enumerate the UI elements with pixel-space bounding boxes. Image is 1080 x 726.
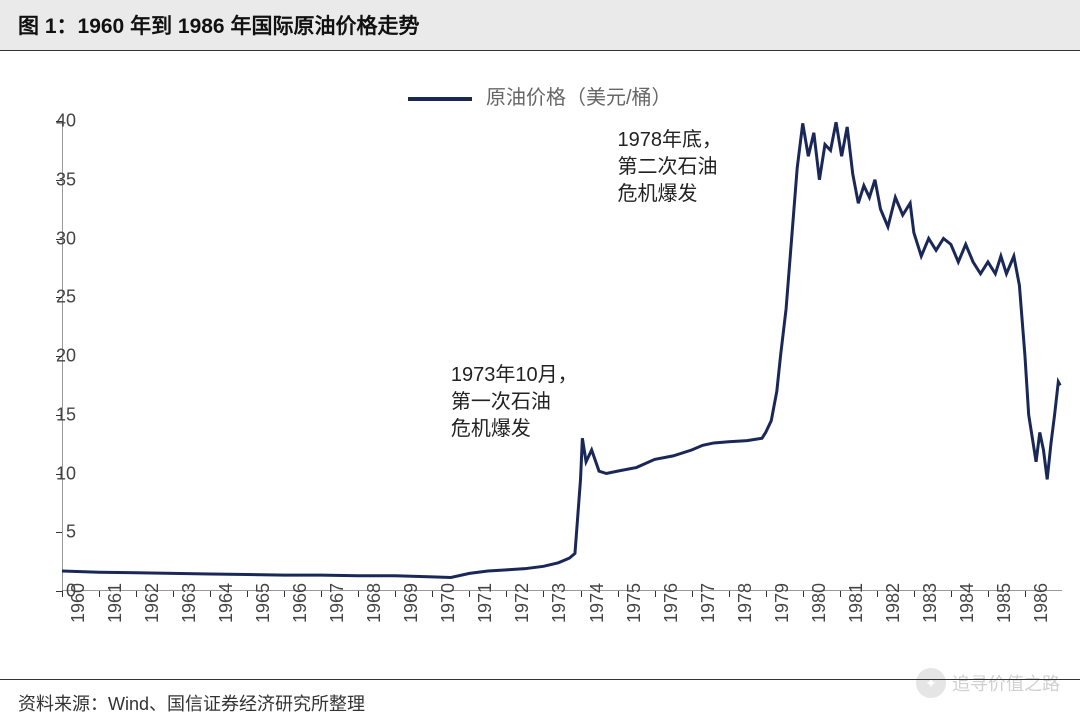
x-tick-label: 1961	[105, 583, 126, 623]
x-tick-mark	[432, 591, 433, 597]
y-tick-mark	[56, 415, 62, 416]
x-tick-mark	[581, 591, 582, 597]
y-tick-mark	[56, 297, 62, 298]
chart-annotation: 1978年底，第二次石油危机爆发	[618, 127, 723, 208]
y-tick-label: 5	[66, 522, 76, 543]
legend-label: 原油价格（美元/桶）	[486, 87, 672, 109]
figure-header: 图 1：1960 年到 1986 年国际原油价格走势	[0, 0, 1080, 51]
x-tick-label: 1960	[68, 583, 89, 623]
x-tick-mark	[543, 591, 544, 597]
figure-title: 图 1：1960 年到 1986 年国际原油价格走势	[18, 10, 1062, 40]
x-tick-mark	[692, 591, 693, 597]
x-tick-mark	[988, 591, 989, 597]
x-tick-mark	[1025, 591, 1026, 597]
x-tick-mark	[136, 591, 137, 597]
x-tick-mark	[655, 591, 656, 597]
x-tick-label: 1980	[809, 583, 830, 623]
x-tick-label: 1974	[587, 583, 608, 623]
x-tick-mark	[358, 591, 359, 597]
legend: 原油价格（美元/桶）	[0, 81, 1080, 110]
x-tick-label: 1977	[698, 583, 719, 623]
x-tick-mark	[803, 591, 804, 597]
x-tick-mark	[99, 591, 100, 597]
x-tick-label: 1964	[216, 583, 237, 623]
chart-annotation: 1973年10月，第一次石油危机爆发	[451, 362, 578, 443]
x-tick-mark	[173, 591, 174, 597]
x-tick-label: 1984	[957, 583, 978, 623]
x-tick-mark	[247, 591, 248, 597]
x-tick-mark	[469, 591, 470, 597]
x-tick-label: 1967	[327, 583, 348, 623]
x-tick-mark	[210, 591, 211, 597]
chart-area: 原油价格（美元/桶） 0510152025303540 196019611962…	[0, 51, 1080, 671]
x-tick-label: 1970	[438, 583, 459, 623]
x-tick-label: 1969	[401, 583, 422, 623]
x-tick-label: 1963	[179, 583, 200, 623]
y-tick-mark	[56, 532, 62, 533]
x-tick-label: 1978	[735, 583, 756, 623]
x-tick-label: 1981	[846, 583, 867, 623]
y-tick-mark	[56, 121, 62, 122]
x-tick-label: 1983	[920, 583, 941, 623]
x-tick-label: 1968	[364, 583, 385, 623]
price-line	[62, 122, 1060, 577]
x-tick-label: 1965	[253, 583, 274, 623]
x-tick-label: 1979	[772, 583, 793, 623]
x-tick-label: 1976	[661, 583, 682, 623]
x-tick-mark	[618, 591, 619, 597]
x-tick-label: 1975	[624, 583, 645, 623]
chart-plot	[62, 121, 1062, 591]
x-tick-mark	[284, 591, 285, 597]
x-tick-mark	[840, 591, 841, 597]
y-tick-mark	[56, 474, 62, 475]
x-tick-mark	[321, 591, 322, 597]
x-tick-label: 1962	[142, 583, 163, 623]
source-footer: 资料来源：Wind、国信证券经济研究所整理	[0, 679, 1080, 726]
x-tick-label: 1973	[549, 583, 570, 623]
x-tick-label: 1971	[475, 583, 496, 623]
y-tick-mark	[56, 239, 62, 240]
x-tick-mark	[877, 591, 878, 597]
y-tick-mark	[56, 356, 62, 357]
x-tick-label: 1986	[1031, 583, 1052, 623]
source-text: 资料来源：Wind、国信证券经济研究所整理	[18, 694, 365, 714]
x-tick-mark	[506, 591, 507, 597]
x-tick-mark	[951, 591, 952, 597]
x-tick-mark	[914, 591, 915, 597]
x-tick-mark	[766, 591, 767, 597]
y-tick-mark	[56, 180, 62, 181]
x-tick-mark	[62, 591, 63, 597]
legend-swatch	[408, 97, 472, 101]
x-tick-label: 1972	[512, 583, 533, 623]
x-tick-mark	[395, 591, 396, 597]
x-tick-label: 1966	[290, 583, 311, 623]
x-tick-label: 1982	[883, 583, 904, 623]
x-tick-mark	[729, 591, 730, 597]
x-tick-label: 1985	[994, 583, 1015, 623]
